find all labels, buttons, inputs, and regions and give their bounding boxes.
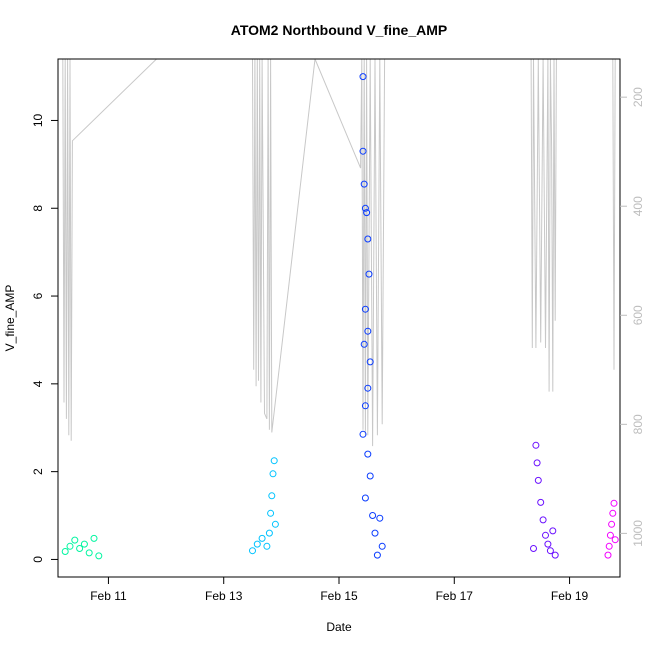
data-point (551, 551, 559, 559)
y-right-tick-label: 400 (631, 196, 645, 216)
data-point (258, 534, 266, 542)
data-point (363, 209, 371, 217)
data-point (66, 542, 74, 550)
y-axis-label: V_fine_AMP (3, 285, 17, 352)
data-point (249, 547, 256, 555)
data-point (265, 529, 273, 537)
data-point (537, 498, 545, 506)
x-axis: Feb 11 Feb 13 Feb 15 Feb 17 Feb 19 (90, 577, 589, 603)
data-point (267, 509, 275, 517)
data-point (530, 545, 537, 552)
data-point (253, 540, 261, 548)
data-point (360, 180, 368, 188)
y-tick-label: 4 (31, 380, 45, 387)
data-point (361, 494, 369, 502)
data-point (604, 551, 612, 559)
right-axis-trace (62, 59, 616, 447)
data-point (611, 536, 619, 544)
data-point (361, 204, 369, 212)
data-point (544, 540, 552, 548)
data-point (532, 441, 540, 449)
data-point (76, 545, 84, 552)
data-point (605, 542, 613, 550)
data-point (549, 527, 557, 535)
data-point (373, 551, 381, 559)
x-axis-label: Date (326, 620, 352, 634)
data-point (539, 516, 547, 524)
data-point (364, 235, 372, 243)
data-point (360, 340, 368, 348)
data-point (359, 73, 367, 81)
data-point (269, 470, 277, 478)
data-point (533, 459, 541, 467)
data-point (359, 430, 367, 438)
data-point (546, 547, 554, 555)
y-right-tick-label: 200 (631, 87, 645, 107)
y-right-tick-label: 1000 (631, 520, 645, 547)
data-point (71, 536, 79, 544)
data-point (361, 305, 369, 313)
data-point (359, 147, 367, 155)
data-point (542, 531, 549, 539)
y-axis-left: 0 2 4 6 8 10 (31, 113, 58, 563)
y-tick-label: 0 (31, 556, 45, 563)
data-point (376, 514, 384, 522)
data-point (366, 472, 374, 480)
data-point (364, 327, 372, 335)
data-point (61, 548, 69, 555)
chart-title: ATOM2 Northbound V_fine_AMP (231, 22, 447, 38)
data-point (268, 492, 276, 500)
data-point (369, 512, 377, 519)
y-right-tick-label: 800 (631, 414, 645, 434)
y-tick-label: 2 (31, 468, 45, 475)
data-point (608, 520, 616, 528)
data-point (609, 509, 617, 517)
data-point (610, 499, 618, 507)
data-point (361, 402, 369, 410)
trace-line (62, 59, 616, 447)
data-point (365, 270, 373, 278)
data-point (364, 384, 372, 392)
data-point (371, 529, 379, 537)
data-point (271, 520, 279, 528)
data-point (378, 542, 386, 550)
data-point (263, 542, 271, 550)
x-tick-label: Feb 15 (320, 589, 358, 603)
data-point (85, 549, 93, 557)
data-point (90, 534, 98, 542)
data-point (534, 476, 542, 484)
x-tick-label: Feb 11 (90, 589, 127, 603)
y-tick-label: 8 (31, 205, 45, 212)
y-axis-right: 200 400 600 800 1000 (620, 87, 645, 547)
data-point (270, 457, 278, 465)
data-point (80, 540, 88, 548)
x-tick-label: Feb 19 (551, 589, 589, 603)
y-tick-label: 6 (31, 292, 45, 299)
data-point (95, 552, 103, 560)
y-tick-label: 10 (31, 113, 45, 127)
data-point (366, 358, 374, 366)
y-right-tick-label: 600 (631, 305, 645, 325)
data-point (364, 450, 372, 458)
scatter-points (61, 73, 619, 560)
x-tick-label: Feb 13 (205, 589, 243, 603)
data-point (606, 531, 614, 539)
x-tick-label: Feb 17 (436, 589, 474, 603)
